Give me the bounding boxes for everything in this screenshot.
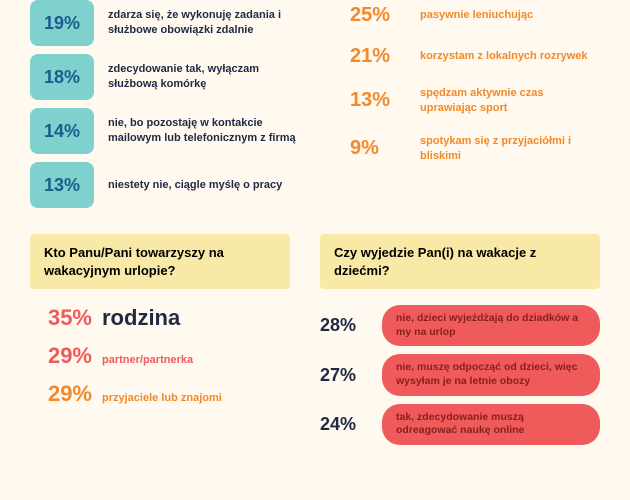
pill-row: 27% nie, muszę odpocząć od dzieci, więc … <box>320 354 600 395</box>
pct-inline: 9% <box>350 137 406 160</box>
answer-row: 29% partner/partnerka <box>30 343 290 369</box>
answer-text: partner/partnerka <box>102 354 193 366</box>
stat-desc: spotykam się z przyjaciółmi i bliskimi <box>420 134 600 164</box>
pct-box: 14% <box>30 108 94 154</box>
answer-row: 29% przyjaciele lub znajomi <box>30 381 290 407</box>
answer-pct: 29% <box>30 343 92 369</box>
question-left-block: Kto Panu/Pani towarzyszy na wakacyjnym u… <box>30 234 290 453</box>
question-right: Czy wyjedzie Pan(i) na wakacje z dziećmi… <box>320 234 600 289</box>
left-stats-column: 19% zdarza się, że wykonuję zadania i sł… <box>30 0 310 216</box>
stat-desc: zdecydowanie tak, wyłączam służbową komó… <box>108 62 310 92</box>
stat-desc: pasywnie leniuchując <box>420 8 533 23</box>
stat-desc: zdarza się, że wykonuję zadania i służbo… <box>108 8 310 38</box>
pill-text: nie, dzieci wyjeżdżają do dziadków a my … <box>382 305 600 346</box>
left-stat-row: 18% zdecydowanie tak, wyłączam służbową … <box>30 54 310 100</box>
stat-desc: niestety nie, ciągle myślę o pracy <box>108 178 282 193</box>
question-left: Kto Panu/Pani towarzyszy na wakacyjnym u… <box>30 234 290 289</box>
pill-row: 28% nie, dzieci wyjeżdżają do dziadków a… <box>320 305 600 346</box>
answers-right: 28% nie, dzieci wyjeżdżają do dziadków a… <box>320 305 600 445</box>
pct-inline: 13% <box>350 89 406 112</box>
pill-row: 24% tak, zdecydowanie muszą odreagować n… <box>320 404 600 445</box>
bottom-section: Kto Panu/Pani towarzyszy na wakacyjnym u… <box>0 234 630 453</box>
answer-text: przyjaciele lub znajomi <box>102 392 222 404</box>
answer-text: rodzina <box>102 305 180 331</box>
pct-box: 19% <box>30 0 94 46</box>
left-stat-row: 19% zdarza się, że wykonuję zadania i sł… <box>30 0 310 46</box>
stat-desc: korzystam z lokalnych rozrywek <box>420 49 588 64</box>
right-stat-row: 21% korzystam z lokalnych rozrywek <box>350 45 600 68</box>
pct-inline: 21% <box>350 45 406 68</box>
pill-text: tak, zdecydowanie muszą odreagować naukę… <box>382 404 600 445</box>
left-stat-row: 14% nie, bo pozostaję w kontakcie mailow… <box>30 108 310 154</box>
pill-text: nie, muszę odpocząć od dzieci, więc wysy… <box>382 354 600 395</box>
right-stats-column: 25% pasywnie leniuchując 21% korzystam z… <box>350 0 600 216</box>
left-stat-row: 13% niestety nie, ciągle myślę o pracy <box>30 162 310 208</box>
pct-box: 13% <box>30 162 94 208</box>
answer-pct: 35% <box>30 305 92 331</box>
answer-pct: 29% <box>30 381 92 407</box>
answers-left: 35% rodzina 29% partner/partnerka 29% pr… <box>30 305 290 407</box>
top-section: 19% zdarza się, że wykonuję zadania i sł… <box>0 0 630 234</box>
pct-box: 18% <box>30 54 94 100</box>
pill-pct: 28% <box>320 315 370 336</box>
pct-inline: 25% <box>350 4 406 27</box>
stat-desc: spędzam aktywnie czas uprawiając sport <box>420 86 600 116</box>
pill-pct: 24% <box>320 414 370 435</box>
answer-row: 35% rodzina <box>30 305 290 331</box>
right-stat-row: 9% spotykam się z przyjaciółmi i bliskim… <box>350 134 600 164</box>
stat-desc: nie, bo pozostaję w kontakcie mailowym l… <box>108 116 310 146</box>
right-stat-row: 25% pasywnie leniuchując <box>350 4 600 27</box>
pill-pct: 27% <box>320 365 370 386</box>
question-right-block: Czy wyjedzie Pan(i) na wakacje z dziećmi… <box>320 234 600 453</box>
right-stat-row: 13% spędzam aktywnie czas uprawiając spo… <box>350 86 600 116</box>
